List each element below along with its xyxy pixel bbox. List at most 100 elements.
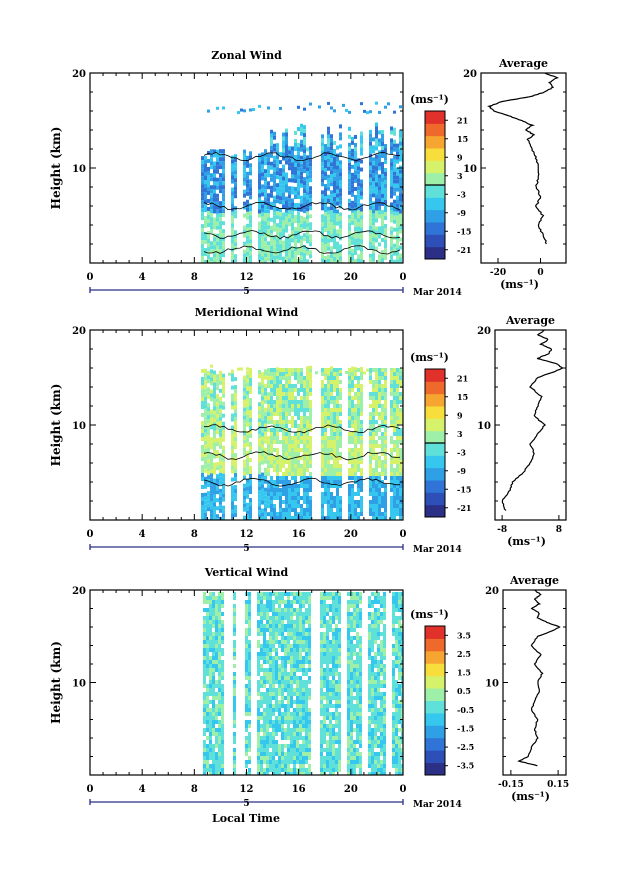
heat-cell [327, 371, 330, 375]
heat-cell [351, 420, 354, 424]
heat-cell [275, 772, 278, 775]
heat-cell [306, 171, 309, 176]
colorbar-tick-label: 15 [457, 134, 468, 144]
heat-cell [336, 480, 339, 484]
heat-cell [390, 460, 393, 464]
heat-cell [324, 236, 327, 241]
heat-cell [390, 448, 393, 452]
heat-cell [266, 700, 269, 704]
heat-cell [245, 744, 248, 748]
heat-cell [233, 680, 236, 684]
heat-cell [324, 160, 327, 165]
heat-cell [299, 600, 302, 604]
heat-cell [293, 724, 296, 728]
heat-cell [369, 396, 372, 400]
heat-cell [243, 495, 246, 500]
heat-cell [303, 145, 306, 150]
heat-cell [218, 608, 221, 612]
heat-field [201, 364, 403, 520]
heat-cell [375, 158, 378, 163]
heat-cell [246, 374, 249, 379]
heat-cell [221, 752, 224, 756]
heat-cell [266, 680, 269, 684]
heat-cell [204, 500, 207, 505]
heat-cell [275, 752, 278, 756]
heat-cell [261, 476, 264, 481]
heat-cell [306, 251, 309, 256]
heat-cell [234, 186, 237, 191]
heat-cell [266, 696, 269, 700]
heat-cell [269, 716, 272, 720]
heat-cell [339, 136, 342, 141]
heat-cell [233, 608, 236, 612]
heat-cell [281, 648, 284, 652]
heat-cell [216, 213, 219, 218]
heat-cell [263, 720, 266, 724]
heat-cell [333, 176, 336, 181]
heat-cell [275, 608, 278, 612]
heat-cell [309, 234, 312, 239]
heat-cell [278, 684, 281, 688]
heat-cell [276, 456, 279, 460]
y-axis-label: Height (km) [49, 127, 63, 210]
heat-cell [351, 180, 354, 185]
heat-cell [357, 436, 360, 440]
heat-cell [287, 676, 290, 680]
heat-cell [248, 652, 251, 656]
heat-cell [305, 652, 308, 656]
heat-cell [369, 452, 372, 456]
heat-cell [360, 444, 363, 448]
heat-cell [257, 772, 260, 775]
heat-cell [360, 251, 363, 256]
heat-cell [305, 612, 308, 616]
heat-cell [234, 210, 237, 215]
heat-cell [219, 388, 222, 393]
heat-cell [273, 400, 276, 404]
heat-cell [206, 704, 209, 708]
heat-cell [213, 410, 216, 415]
heat-cell [348, 508, 351, 512]
heat-cell [320, 740, 323, 744]
heat-cell [390, 130, 393, 135]
heat-cell [330, 504, 333, 508]
heat-cell [264, 257, 267, 262]
heat-cell [234, 433, 237, 438]
heat-cell [291, 472, 294, 476]
heat-cell [393, 187, 396, 192]
heat-cell [258, 229, 261, 234]
heat-cell [285, 212, 288, 217]
heat-cell [396, 243, 399, 248]
heat-cell [278, 692, 281, 696]
heat-cell [279, 500, 282, 504]
heat-cell [234, 166, 237, 171]
heat-cell [300, 424, 303, 428]
heat-cell [299, 620, 302, 624]
heat-cell [264, 253, 267, 258]
heat-cell [327, 476, 330, 480]
heat-cell [222, 393, 225, 398]
heat-cell [263, 732, 266, 736]
heat-cell [332, 592, 335, 596]
heat-cell [330, 222, 333, 227]
heat-cell [399, 488, 402, 492]
heat-cell [300, 195, 303, 200]
heat-cell [249, 457, 252, 462]
heat-cell [384, 440, 387, 444]
heat-cell [258, 490, 261, 495]
heat-cell [287, 692, 290, 696]
heat-cell [351, 236, 354, 241]
heat-cell [399, 408, 402, 412]
heat-cell [249, 171, 252, 176]
heat-cell [216, 237, 219, 242]
heat-cell [336, 380, 339, 384]
heat-cell [249, 203, 252, 208]
heat-cell [231, 259, 234, 263]
heat-cell [297, 187, 300, 192]
heat-cell [308, 716, 311, 720]
heat-cell [372, 480, 375, 484]
heat-cell [396, 368, 399, 372]
heat-cell [270, 185, 273, 190]
heat-cell [348, 222, 351, 227]
heat-cell [384, 244, 387, 249]
heat-cell [332, 672, 335, 676]
